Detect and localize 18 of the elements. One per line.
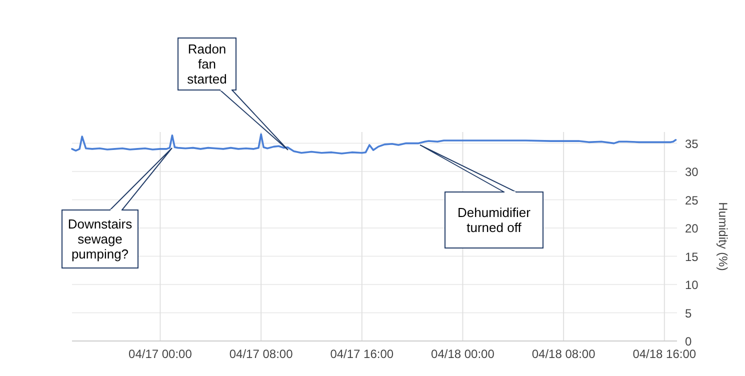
y-tick-label: 25 [685, 193, 699, 208]
annotation: Downstairs sewage pumping? [68, 216, 133, 262]
y-tick-label: 0 [685, 334, 692, 348]
annotation: Dehumidifier turned off [458, 205, 532, 235]
y-tick-label: 20 [685, 222, 699, 236]
x-tick-label: 04/18 16:00 [632, 347, 696, 361]
text: Radon fan started [187, 42, 227, 86]
y-tick-label: 10 [685, 278, 699, 292]
y-tick-label: 35 [685, 136, 699, 151]
y-tick-label: 30 [685, 165, 699, 180]
x-tick-label: 04/17 08:00 [229, 347, 294, 361]
x-tick-label: 04/18 00:00 [431, 347, 495, 361]
y-axis-title: Humidity (%) [716, 202, 730, 271]
x-tick-label: 04/18 08:00 [532, 347, 596, 361]
x-tick-label: 04/17 00:00 [128, 347, 192, 361]
y-tick-label: 5 [685, 306, 692, 320]
y-tick-label: 15 [685, 250, 699, 264]
x-tick-label: 04/17 16:00 [330, 347, 394, 361]
